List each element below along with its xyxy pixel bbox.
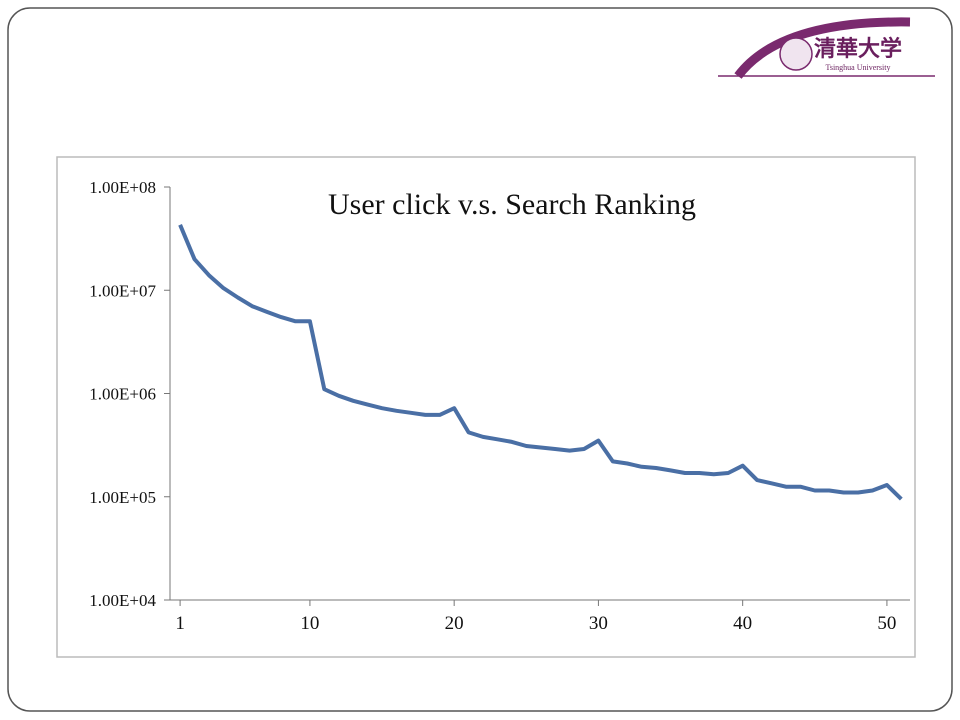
- x-tick-label: 40: [733, 613, 752, 634]
- logo-name: 清華大学: [814, 36, 902, 61]
- y-tick-label: 1.00E+06: [89, 385, 156, 404]
- x-tick-label: 30: [589, 613, 608, 634]
- chart-title: User click v.s. Search Ranking: [328, 188, 696, 221]
- y-tick-label: 1.00E+08: [89, 178, 156, 197]
- logo-subtitle: Tsinghua University: [826, 63, 891, 72]
- series-line: [178, 224, 903, 501]
- x-tick-label: 1: [175, 613, 185, 634]
- x-tick-label: 50: [877, 613, 896, 634]
- logo-seal: [779, 37, 813, 71]
- logo-arc: [734, 17, 911, 79]
- logo: 清華大学 Tsinghua University: [718, 17, 935, 79]
- y-tick-label: 1.00E+07: [89, 281, 156, 300]
- y-tick-label: 1.00E+05: [89, 488, 156, 507]
- y-tick-label: 1.00E+04: [89, 591, 156, 610]
- x-tick-label: 10: [300, 613, 319, 634]
- chart-frame: [56, 156, 916, 658]
- x-tick-label: 20: [445, 613, 464, 634]
